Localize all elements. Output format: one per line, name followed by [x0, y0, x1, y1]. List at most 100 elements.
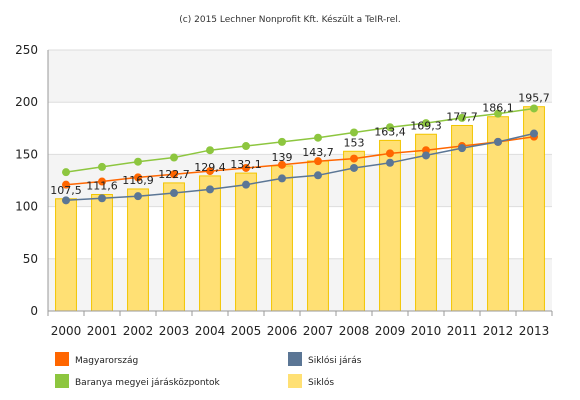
data-label-2006: 139 — [272, 151, 293, 164]
legend-swatch-sikl-s — [288, 374, 302, 388]
legend-label-sikl-s: Siklós — [308, 377, 334, 388]
data-labels: 107,5 111,6 116,9 122,7 129,4 132,1 139 143,7 15… — [50, 92, 550, 197]
point-magyarorsz-g-2008 — [350, 154, 358, 163]
point-magyarorsz-g-2002 — [134, 173, 142, 182]
point-baranya-megyei-j-r-sk-zpontok-2008 — [350, 128, 358, 137]
x-tick-label-2012: 2012 — [483, 324, 514, 338]
point-sikl-si-j-r-s-2008 — [350, 163, 358, 172]
y-tick-labels: 0 50 100 150 200 250 — [15, 43, 38, 318]
bar-2008 — [343, 150, 365, 312]
legend-label-sikl-si-j-r-s: Siklósi járás — [308, 355, 362, 366]
x-tick-label-2008: 2008 — [339, 324, 370, 338]
legend-swatch-baranya-megyei-j-r-sk-zpontok — [55, 374, 69, 388]
data-label-2005: 132,1 — [230, 158, 262, 171]
legend-swatch-sikl-si-j-r-s — [288, 352, 302, 366]
x-tick-label-2010: 2010 — [411, 324, 442, 338]
y-tick-label-100: 100 — [15, 200, 38, 214]
data-label-2004: 129,4 — [194, 161, 226, 174]
legend-label-magyarorsz-g: Magyarország — [75, 356, 138, 366]
point-magyarorsz-g-2006 — [278, 160, 286, 169]
point-baranya-megyei-j-r-sk-zpontok-2013 — [530, 104, 538, 113]
data-label-2000: 107,5 — [50, 184, 82, 197]
x-tick-labels: 2000 2001 2002 2003 2004 2005 2006 2007 2008 2009… — [51, 324, 550, 338]
x-tick-label-2002: 2002 — [123, 324, 154, 338]
x-tick-label-2003: 2003 — [159, 324, 190, 338]
point-sikl-si-j-r-s-2011 — [458, 144, 466, 153]
point-baranya-megyei-j-r-sk-zpontok-2006 — [278, 137, 286, 146]
y-tick-label-200: 200 — [15, 95, 38, 109]
point-magyarorsz-g-2003 — [170, 170, 178, 179]
grid-band — [48, 258, 552, 311]
point-magyarorsz-g-2005 — [242, 163, 250, 172]
point-sikl-si-j-r-s-2010 — [422, 151, 430, 160]
bar-2011 — [451, 124, 473, 312]
point-baranya-megyei-j-r-sk-zpontok-2007 — [314, 133, 322, 142]
point-sikl-si-j-r-s-2002 — [134, 192, 142, 201]
x-tick-label-2006: 2006 — [267, 324, 298, 338]
chart-credit: (c) 2015 Lechner Nonprofit Kft. Készült … — [179, 14, 400, 25]
legend-swatch-magyarorsz-g — [55, 352, 69, 366]
x-tick-label-2013: 2013 — [519, 324, 550, 338]
point-magyarorsz-g-2009 — [386, 149, 394, 158]
bar-2002 — [127, 188, 149, 312]
point-baranya-megyei-j-r-sk-zpontok-2012 — [494, 109, 502, 118]
point-baranya-megyei-j-r-sk-zpontok-2005 — [242, 142, 250, 151]
legend: Magyarország Siklósi járás Baranya megyei … — [55, 352, 362, 388]
data-label-2007: 143,7 — [302, 146, 334, 159]
line-baranya-megyei-j-r-sk-zpontok — [65, 107, 535, 173]
bar-2007 — [307, 160, 329, 312]
bar-2003 — [163, 182, 185, 312]
y-tick-label-0: 0 — [30, 304, 38, 318]
point-sikl-si-j-r-s-2007 — [314, 171, 322, 180]
x-tick-label-2011: 2011 — [447, 324, 478, 338]
y-tick-label-50: 50 — [23, 252, 38, 266]
x-tick-label-2000: 2000 — [51, 324, 82, 338]
point-baranya-megyei-j-r-sk-zpontok-2011 — [458, 113, 466, 122]
x-tick-label-2005: 2005 — [231, 324, 262, 338]
point-sikl-si-j-r-s-2013 — [530, 129, 538, 138]
point-magyarorsz-g-2000 — [62, 180, 70, 189]
point-baranya-megyei-j-r-sk-zpontok-2010 — [422, 119, 430, 128]
point-magyarorsz-g-2004 — [206, 167, 214, 176]
bar-2001 — [91, 193, 113, 312]
point-baranya-megyei-j-r-sk-zpontok-2002 — [134, 157, 142, 166]
data-label-2009: 163,4 — [374, 125, 406, 138]
x-tick-label-2009: 2009 — [375, 324, 406, 338]
point-baranya-megyei-j-r-sk-zpontok-2001 — [98, 162, 106, 171]
data-label-2013: 195,7 — [518, 92, 550, 105]
bar-2006 — [271, 165, 293, 312]
point-sikl-si-j-r-s-2006 — [278, 174, 286, 183]
point-baranya-megyei-j-r-sk-zpontok-2000 — [62, 168, 70, 177]
axes — [47, 50, 553, 316]
data-label-2011: 177,7 — [446, 110, 478, 123]
series-points — [62, 104, 538, 205]
data-label-2010: 169,3 — [410, 119, 442, 132]
point-sikl-si-j-r-s-2001 — [98, 194, 106, 203]
point-magyarorsz-g-2001 — [98, 177, 106, 186]
grid-band — [48, 50, 552, 103]
y-tick-label-250: 250 — [15, 43, 38, 57]
point-baranya-megyei-j-r-sk-zpontok-2004 — [206, 146, 214, 155]
x-tick-label-2001: 2001 — [87, 324, 118, 338]
legend-label-baranya-megyei-j-r-sk-zpontok: Baranya megyei járásközpontok — [75, 378, 221, 388]
bar-2005 — [235, 172, 257, 312]
bar-2010 — [415, 133, 437, 312]
point-sikl-si-j-r-s-2000 — [62, 196, 70, 205]
series-lines — [65, 107, 535, 202]
point-sikl-si-j-r-s-2003 — [170, 189, 178, 198]
point-baranya-megyei-j-r-sk-zpontok-2003 — [170, 153, 178, 162]
point-sikl-si-j-r-s-2005 — [242, 180, 250, 189]
point-sikl-si-j-r-s-2004 — [206, 185, 214, 194]
x-tick-label-2007: 2007 — [303, 324, 334, 338]
bar-2000 — [55, 198, 77, 312]
x-tick-label-2004: 2004 — [195, 324, 226, 338]
bar-2004 — [199, 175, 221, 312]
data-label-2003: 122,7 — [158, 168, 190, 181]
point-sikl-si-j-r-s-2012 — [494, 137, 502, 146]
point-magyarorsz-g-2007 — [314, 157, 322, 166]
line-magyarorsz-g — [65, 135, 535, 186]
data-label-2002: 116,9 — [122, 174, 154, 187]
data-label-2012: 186,1 — [482, 102, 514, 115]
